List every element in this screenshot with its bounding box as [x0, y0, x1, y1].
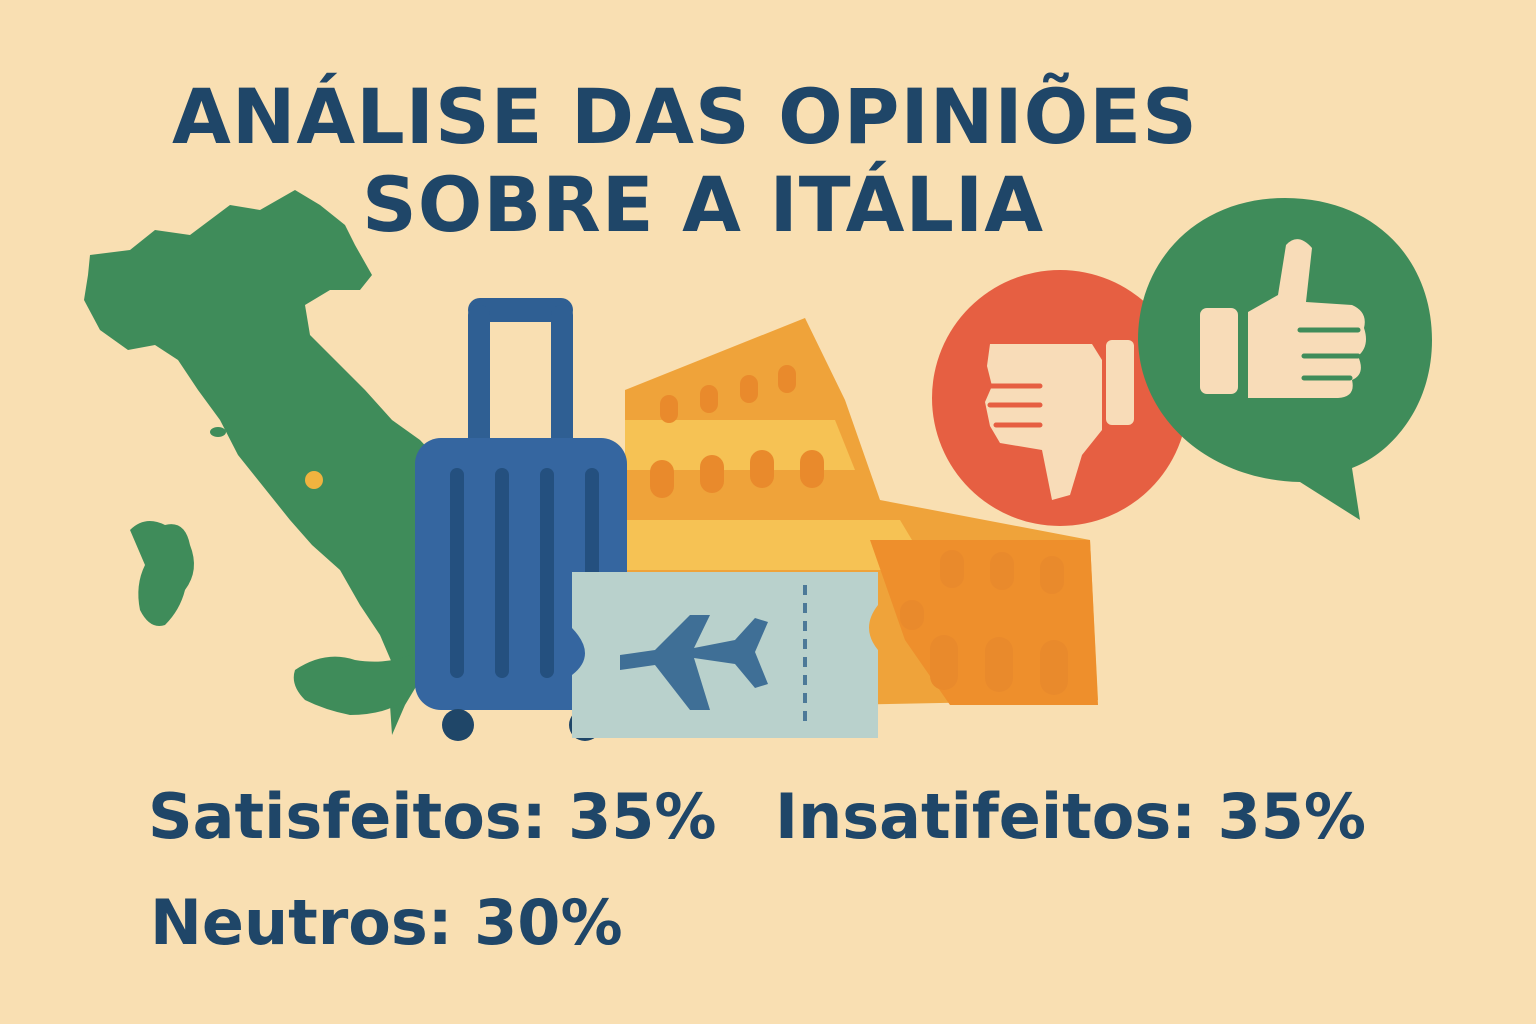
title-line-1: ANÁLISE DAS OPINIÕES: [172, 72, 1198, 161]
title-line-2: SOBRE A ITÁLIA: [362, 160, 1045, 249]
plane-ticket-icon: [572, 572, 878, 738]
italy-map-icon: [84, 190, 520, 735]
neutral-stat: Neutros: 30%: [150, 886, 623, 959]
unsatisfied-stat: Insatifeitos: 35%: [775, 780, 1367, 853]
thumbs-up-icon: [1138, 198, 1432, 520]
satisfied-stat: Satisfeitos: 35%: [148, 780, 717, 853]
thumbs-down-icon: [932, 270, 1188, 526]
